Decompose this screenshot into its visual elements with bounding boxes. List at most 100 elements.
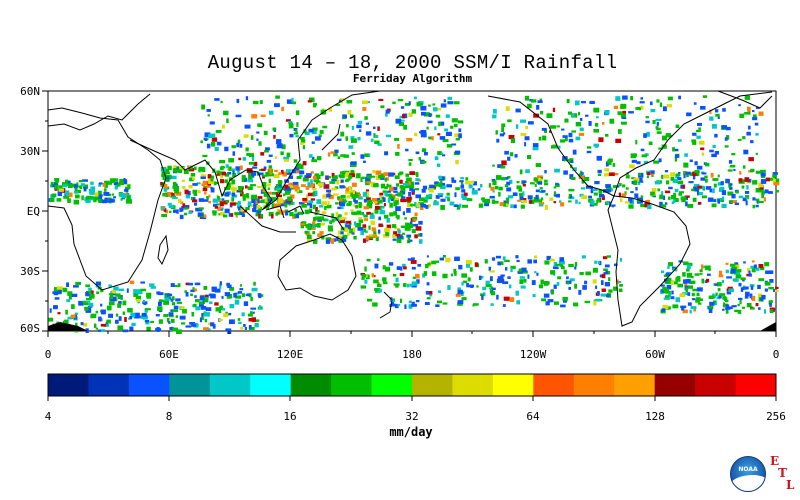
rain-cell: [590, 189, 594, 194]
rain-cell: [585, 271, 591, 276]
rain-cell: [210, 187, 215, 193]
rain-cell: [694, 188, 699, 192]
rain-cell: [140, 315, 144, 319]
rain-cell: [216, 141, 222, 146]
rain-cell: [725, 307, 731, 310]
rain-cell: [172, 296, 175, 300]
rain-cell: [731, 193, 736, 199]
rain-cell: [755, 152, 758, 155]
rain-cell: [108, 284, 112, 288]
rain-cell: [631, 159, 637, 163]
rain-cell: [55, 179, 59, 184]
rain-cell: [668, 186, 673, 190]
rain-cell: [711, 153, 717, 158]
rain-cell: [176, 185, 179, 189]
rain-cell: [640, 204, 646, 208]
rain-cell: [196, 209, 203, 212]
rain-cell: [220, 167, 224, 171]
lat-label-30n: 30N: [20, 145, 40, 158]
rain-cell: [386, 183, 389, 188]
rain-cell: [670, 172, 675, 177]
rain-cell: [339, 201, 345, 207]
rain-cell: [340, 206, 344, 209]
rain-cell: [415, 171, 418, 176]
rain-cell: [647, 204, 652, 210]
rain-cell: [219, 284, 222, 289]
rain-cell: [553, 201, 557, 204]
rain-cell: [191, 323, 197, 327]
rain-cell: [223, 313, 229, 318]
rain-cell: [696, 135, 701, 139]
rain-cell: [713, 183, 717, 188]
rain-cell: [348, 145, 354, 149]
rain-cell: [248, 327, 255, 330]
rain-cell: [259, 100, 263, 105]
rain-cell: [516, 180, 520, 184]
rain-cell: [773, 182, 780, 186]
rain-cell: [276, 187, 282, 191]
rain-cell: [474, 262, 478, 267]
rain-cell: [404, 102, 410, 106]
rain-cell: [733, 168, 736, 172]
rain-cell: [218, 318, 223, 322]
rain-cell: [204, 191, 207, 195]
rain-cell: [385, 231, 390, 236]
rain-cell: [288, 120, 293, 124]
colorbar-swatch: [169, 374, 211, 396]
rain-cell: [680, 185, 683, 189]
rain-cell: [622, 184, 626, 188]
rain-cell: [189, 166, 193, 170]
rain-cell: [367, 298, 373, 302]
rain-cell: [701, 278, 705, 284]
rain-cell: [755, 198, 760, 202]
rain-cell: [652, 120, 656, 125]
rain-cell: [422, 148, 427, 153]
rain-cell: [590, 200, 595, 205]
rain-cell: [368, 234, 374, 238]
rain-cell: [242, 194, 247, 197]
rain-cell: [507, 276, 511, 279]
colorbar: [48, 374, 777, 396]
rain-cell: [333, 175, 338, 180]
rain-cell: [431, 136, 434, 141]
rain-cell: [628, 197, 633, 203]
rain-cell: [531, 280, 536, 285]
rain-cell: [681, 307, 685, 311]
rain-cell: [291, 169, 297, 174]
rain-cell: [553, 186, 557, 189]
rain-cell: [764, 262, 770, 267]
rain-cell: [157, 306, 163, 312]
rain-cell: [513, 204, 517, 209]
rain-cell: [544, 179, 548, 183]
rain-cell: [509, 297, 515, 302]
rain-cell: [52, 184, 55, 187]
rain-cell: [750, 285, 754, 290]
rain-cell: [571, 113, 575, 118]
rain-cell: [491, 257, 496, 261]
rain-cell: [440, 103, 447, 108]
rain-cell: [527, 103, 532, 109]
rain-cell: [677, 276, 681, 279]
rain-cell: [229, 287, 235, 291]
rain-cell: [236, 205, 242, 209]
rain-cell: [429, 292, 433, 297]
lon-label-60e: 60E: [159, 348, 179, 361]
rain-cell: [98, 199, 104, 203]
rain-cell: [768, 191, 773, 194]
rain-cell: [188, 185, 193, 189]
rain-cell: [760, 175, 766, 178]
antarctica-west: [48, 322, 88, 331]
rain-cell: [302, 198, 308, 203]
rain-cell: [759, 187, 764, 190]
rain-cell: [468, 284, 474, 288]
rain-cell: [395, 183, 399, 187]
rain-cell: [714, 302, 717, 306]
rain-cell: [95, 283, 101, 288]
noaa-logo-icon: NOAA: [730, 456, 766, 492]
rain-cell: [181, 179, 185, 182]
rain-cell: [288, 123, 294, 129]
rain-cell: [306, 173, 312, 177]
rain-cell: [524, 95, 530, 101]
rain-cell: [388, 186, 394, 192]
rain-cell: [382, 190, 387, 193]
